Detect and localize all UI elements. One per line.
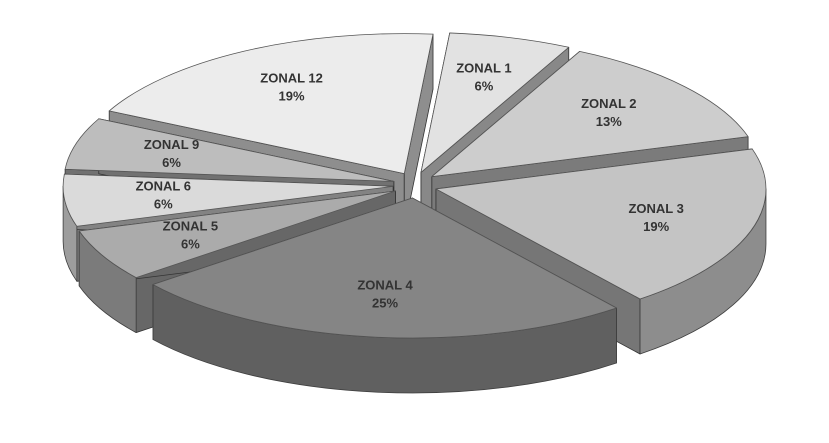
slice-value-label: 25% [372, 296, 398, 311]
slice-label: ZONAL 2 [581, 96, 636, 111]
slice-top [152, 197, 617, 339]
slice-value-label: 19% [279, 88, 305, 103]
slice-top [431, 51, 749, 178]
slice-label: ZONAL 5 [163, 219, 218, 234]
slice-value-label: 13% [596, 114, 622, 129]
slice-value-label: 6% [154, 197, 173, 212]
slice-top [62, 173, 394, 227]
slice-top [78, 190, 396, 278]
slice-top [64, 118, 395, 182]
slice-top [108, 33, 434, 174]
slice: ZONAL 4 25% [152, 197, 617, 394]
slice-label: ZONAL 9 [144, 137, 199, 152]
slice-value-label: 6% [162, 155, 181, 170]
slice-top [435, 148, 767, 300]
slice-label: ZONAL 4 [357, 278, 413, 293]
slice-value-label: 19% [643, 219, 669, 234]
slice-top [420, 32, 570, 173]
slice-label: ZONAL 6 [136, 179, 191, 194]
slice-value-label: 6% [474, 79, 493, 94]
slice-label: ZONAL 3 [628, 201, 683, 216]
slice-label: ZONAL 12 [260, 70, 323, 85]
slice-value-label: 6% [181, 237, 200, 252]
slice-label: ZONAL 1 [456, 61, 511, 76]
